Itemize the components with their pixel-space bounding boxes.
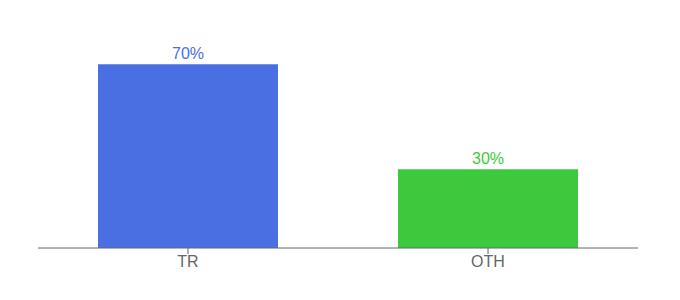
svg-text:30%: 30% <box>472 150 504 167</box>
svg-text:TR: TR <box>177 253 198 270</box>
svg-text:OTH: OTH <box>471 253 505 270</box>
svg-text:70%: 70% <box>172 45 204 62</box>
